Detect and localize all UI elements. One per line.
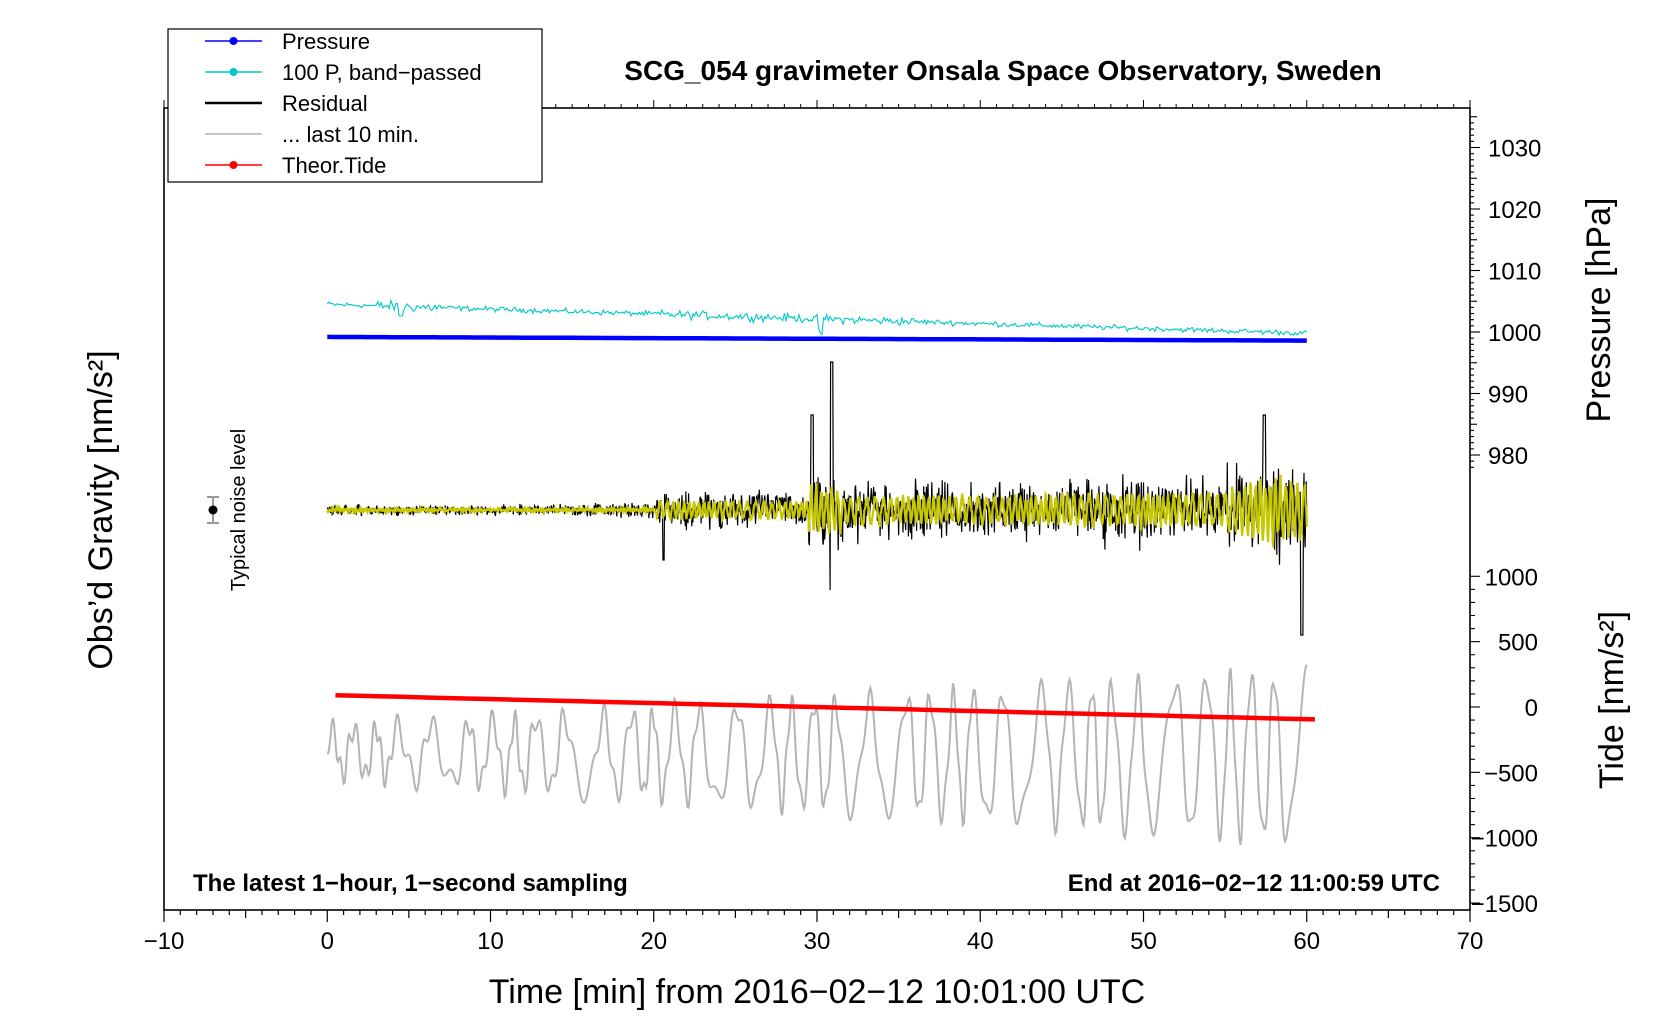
legend-label: Theor.Tide — [282, 153, 386, 178]
legend-label: ... last 10 min. — [282, 122, 419, 147]
series-residual-lowpass — [326, 474, 1308, 548]
legend: Pressure 100 P, band−passed Residual ... la… — [167, 28, 543, 183]
x-tick-label: −10 — [144, 928, 185, 955]
noise-level-label: Typical noise level — [228, 429, 250, 591]
tide-tick-label: 0 — [1525, 695, 1538, 722]
legend-box — [167, 28, 543, 183]
y-axis-title-gravity: Obs’d Gravity [nm/s²] — [82, 350, 120, 669]
data-layer — [326, 298, 1315, 846]
x-tick-label: 70 — [1457, 928, 1484, 955]
legend-marker — [229, 161, 238, 169]
y-axis-title-pressure: Pressure [hPa] — [1580, 198, 1618, 423]
pressure-tick-label: 1010 — [1488, 259, 1541, 286]
x-tick-label: 30 — [804, 928, 831, 955]
x-tick-label: 0 — [321, 928, 334, 955]
x-tick-label: 10 — [477, 928, 504, 955]
series-theor-tide — [335, 692, 1315, 722]
legend-label: 100 P, band−passed — [282, 60, 482, 85]
pressure-tick-label: 980 — [1488, 443, 1528, 470]
series-pressure — [327, 334, 1307, 343]
note-end-time: End at 2016−02−12 11:00:59 UTC — [1068, 870, 1440, 897]
x-tick-label: 20 — [640, 928, 667, 955]
series-last-10-min — [326, 664, 1308, 846]
pressure-tick-label: 1020 — [1488, 197, 1541, 224]
pressure-tick-label: 990 — [1488, 382, 1528, 409]
note-sampling: The latest 1−hour, 1−second sampling — [193, 870, 628, 897]
legend-label: Residual — [282, 91, 368, 116]
x-tick-label: 60 — [1293, 928, 1320, 955]
tide-tick-label: 1000 — [1485, 564, 1538, 591]
legend-label: Pressure — [282, 29, 370, 54]
legend-marker — [229, 68, 238, 76]
tide-tick-label: 500 — [1498, 630, 1538, 657]
x-tick-label: 50 — [1130, 928, 1157, 955]
y-axis-title-tide: Tide [nm/s²] — [1593, 611, 1631, 789]
tide-tick-label: −1500 — [1471, 891, 1538, 918]
x-tick-label: 40 — [967, 928, 994, 955]
pressure-tick-label: 1000 — [1488, 320, 1541, 347]
tide-tick-label: −1000 — [1471, 826, 1538, 853]
axis-ticks: −10 0 10 20 30 40 50 60 709809901000101010201030… — [144, 100, 1541, 955]
tide-tick-label: −500 — [1484, 760, 1538, 787]
legend-marker — [229, 37, 238, 45]
x-axis-title: Time [min] from 2016−02−12 10:01:00 UTC — [489, 973, 1145, 1011]
noise-level-indicator — [207, 496, 219, 524]
series-bandpassed-pressure — [326, 298, 1308, 337]
chart-title: SCG_054 gravimeter Onsala Space Observat… — [624, 55, 1381, 86]
pressure-tick-label: 1030 — [1488, 136, 1541, 163]
